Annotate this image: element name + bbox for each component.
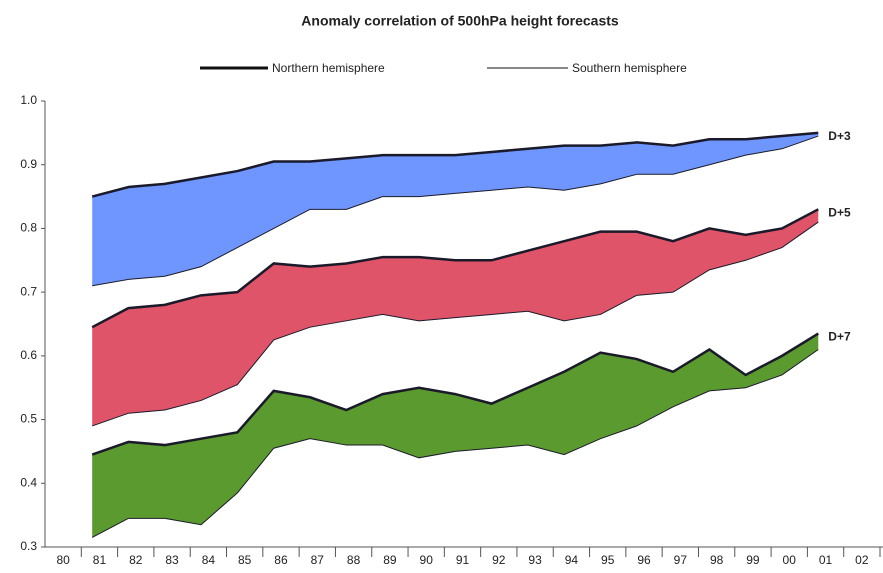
x-tick-label: 82 xyxy=(129,553,143,567)
band-area xyxy=(92,132,819,286)
x-tick-label: 98 xyxy=(710,553,724,567)
x-tick-label: 89 xyxy=(383,553,397,567)
x-tick-label: 90 xyxy=(420,553,434,567)
x-tick-label: 87 xyxy=(311,553,325,567)
y-tick-label: 0.7 xyxy=(20,284,37,298)
y-tick-label: 0.5 xyxy=(20,412,37,426)
x-tick-label: 97 xyxy=(674,553,688,567)
y-tick-label: 1.0 xyxy=(20,93,37,107)
x-tick-label: 01 xyxy=(819,553,833,567)
x-tick-label: 84 xyxy=(202,553,216,567)
x-tick-label: 91 xyxy=(456,553,470,567)
northern-line xyxy=(91,131,819,198)
x-tick-label: 85 xyxy=(238,553,252,567)
x-tick-label: 81 xyxy=(93,553,107,567)
y-tick-label: 0.9 xyxy=(20,157,37,171)
y-tick-label: 0.8 xyxy=(20,221,37,235)
x-tick-label: 02 xyxy=(855,553,869,567)
y-tick-label: 0.6 xyxy=(20,348,37,362)
southern-line xyxy=(91,349,819,538)
x-tick-label: 95 xyxy=(601,553,615,567)
band-area xyxy=(92,333,819,538)
northern-line xyxy=(91,208,819,329)
x-tick-label: 92 xyxy=(492,553,506,567)
band-label: D+5 xyxy=(828,205,851,219)
legend-label: Southern hemisphere xyxy=(572,61,687,75)
legend-label: Northern hemisphere xyxy=(272,61,385,75)
x-tick-label: 86 xyxy=(274,553,288,567)
x-tick-label: 00 xyxy=(783,553,797,567)
northern-line xyxy=(91,332,819,456)
band-label: D+7 xyxy=(828,330,851,344)
chart-title: Anomaly correlation of 500hPa height for… xyxy=(301,13,619,29)
x-tick-label: 99 xyxy=(746,553,760,567)
y-tick-label: 0.3 xyxy=(20,539,37,553)
x-tick-label: 93 xyxy=(528,553,542,567)
southern-line xyxy=(92,221,819,427)
x-tick-label: 96 xyxy=(637,553,651,567)
x-tick-label: 94 xyxy=(565,553,579,567)
band-label: D+3 xyxy=(828,129,851,143)
x-tick-label: 88 xyxy=(347,553,361,567)
southern-line xyxy=(92,135,819,287)
x-tick-label: 83 xyxy=(165,553,179,567)
x-tick-label: 80 xyxy=(56,553,70,567)
y-tick-label: 0.4 xyxy=(20,475,37,489)
